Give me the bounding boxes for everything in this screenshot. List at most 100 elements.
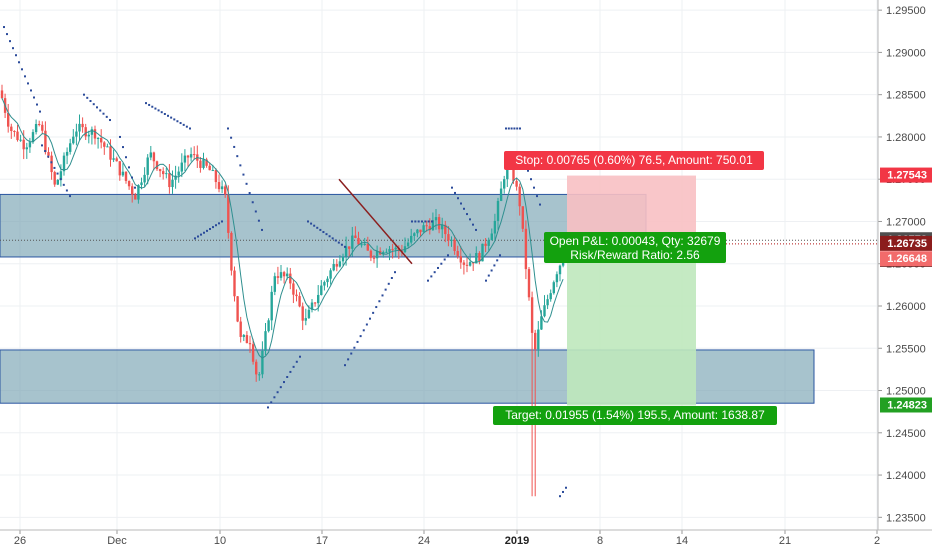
psar-dot [92, 103, 95, 106]
candle-body [304, 318, 307, 321]
time-tick-label: 8 [597, 535, 603, 547]
psar-dot [18, 61, 20, 64]
psar-dot [485, 279, 487, 282]
psar-dot [185, 125, 188, 128]
price-tag-text: 1.26648 [887, 253, 927, 265]
candle-body [558, 265, 562, 275]
candle-body [180, 162, 183, 172]
candle-body [140, 182, 143, 186]
candle-body [118, 161, 121, 176]
psar-dot [270, 401, 273, 404]
psar-dot [390, 276, 393, 279]
candle-body [270, 291, 273, 321]
candle-body [326, 278, 329, 283]
candle-body [499, 188, 503, 201]
candle-body [50, 155, 53, 173]
candle-body [174, 175, 177, 180]
candle-body [38, 124, 41, 126]
psar-dot [182, 123, 185, 126]
psar-dot [122, 146, 124, 149]
psar-dot [463, 207, 465, 210]
stop-label[interactable]: Stop: 0.00765 (0.60%) 76.5, Amount: 750.… [504, 151, 764, 170]
candle-body [242, 335, 245, 337]
price-tick-label: 1.29000 [886, 47, 926, 59]
psar-dot [344, 245, 346, 248]
psar-dot [381, 294, 384, 297]
psar-dot [310, 222, 313, 225]
candle-body [484, 243, 487, 246]
psar-dot [170, 116, 173, 119]
pnl-label-text: Open P&L: 0.00043, Qty: 32679 [550, 234, 721, 248]
candle-body [341, 256, 345, 262]
psar-dot [507, 127, 510, 130]
psar-dot [387, 282, 390, 285]
psar-dot [41, 144, 43, 147]
psar-dot [261, 228, 263, 231]
candle-body [375, 250, 379, 259]
candle-body [227, 194, 230, 233]
psar-dot [69, 195, 71, 198]
candle-body [183, 155, 187, 163]
psar-dot [519, 127, 521, 130]
candle-body [555, 274, 559, 283]
psar-dot [510, 127, 513, 130]
price-tick-label: 1.27000 [886, 216, 926, 228]
candle-body [465, 264, 469, 266]
price-tick-label: 1.26000 [886, 301, 926, 313]
candle-body [518, 186, 521, 207]
price-tag-text: 1.26735 [887, 238, 927, 250]
psar-dot [414, 220, 417, 223]
psar-dot [443, 258, 446, 261]
price-tag: 1.26648 [880, 251, 932, 267]
position-tool [0, 175, 878, 406]
candle-body [100, 137, 103, 143]
candle-body [475, 253, 478, 264]
price-tag-text: 1.24823 [887, 399, 927, 411]
psar-dot [292, 365, 295, 368]
candle-body [338, 261, 342, 267]
psar-dot [47, 155, 50, 158]
psar-dot [536, 195, 538, 198]
candle-body [22, 139, 25, 150]
candle-body [103, 142, 106, 147]
target-region[interactable] [567, 243, 696, 406]
candle-body [382, 251, 385, 255]
price-tag: 1.26735 [880, 235, 932, 251]
psar-dot [160, 111, 163, 114]
psar-dot [89, 100, 92, 103]
price-tag-bg [880, 235, 932, 251]
target-label[interactable]: Target: 0.01955 (1.54%) 195.5, Amount: 1… [493, 406, 777, 425]
candle-body [72, 136, 75, 144]
stop-label-bg [504, 151, 764, 170]
candle-body [363, 243, 366, 245]
candle-body [459, 256, 462, 263]
candle-body [437, 217, 441, 230]
psar-dot [267, 406, 269, 409]
candle-body [109, 146, 112, 160]
trendline[interactable] [338, 178, 413, 265]
psar-dot [431, 220, 433, 223]
upper-zone[interactable] [0, 193, 647, 258]
candle-body [189, 154, 193, 158]
time-tick-label: Dec [107, 535, 127, 547]
psar-dot [131, 176, 133, 179]
price-tick-label: 1.23500 [886, 512, 926, 524]
candle-body [152, 152, 156, 162]
pnl-label[interactable]: Open P&L: 0.00043, Qty: 32679Risk/Reward… [544, 232, 726, 263]
psar-dot [325, 233, 328, 236]
candle-body [441, 224, 444, 230]
candle-body [193, 154, 196, 156]
price-tick-label: 1.28500 [886, 90, 926, 102]
psar-dot [39, 110, 41, 113]
candle-body [236, 296, 239, 322]
candle-body [360, 244, 363, 246]
candle-body [546, 299, 549, 306]
candle-body [385, 251, 388, 253]
candle-body [496, 200, 500, 221]
psar-dot [209, 227, 211, 230]
candle-body [273, 276, 276, 292]
psar-dot [96, 106, 98, 109]
candle-body [323, 282, 326, 286]
candle-body [301, 306, 304, 321]
